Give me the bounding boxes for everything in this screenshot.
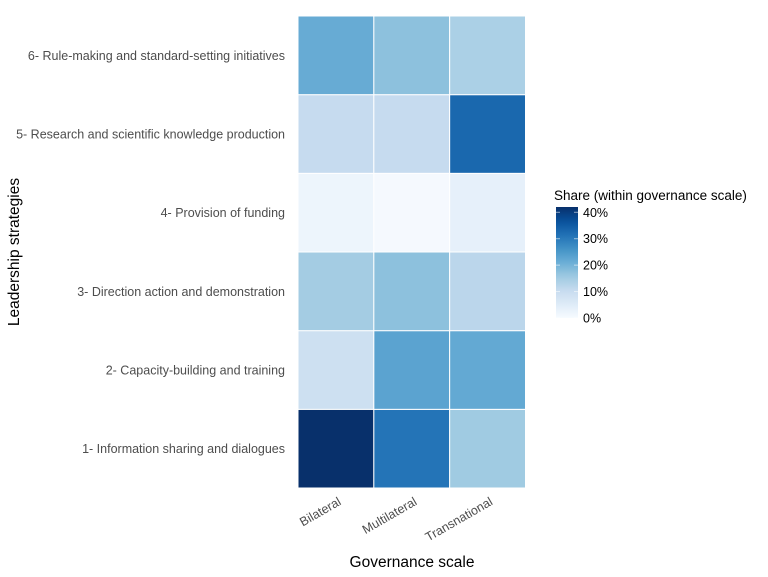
heatmap-tile [297,408,375,489]
y-tick-label: 3- Direction action and demonstration [77,285,285,299]
heatmap-tile [373,330,451,410]
heatmap-tile [449,408,526,489]
x-tick-label: Bilateral [297,494,343,529]
legend-label: 10% [583,285,608,299]
heatmap-tile [297,330,375,410]
heatmap-tile [297,172,375,253]
x-tick-label: Transnational [423,494,495,544]
legend-label: 40% [583,206,608,220]
heatmap-tile [373,408,451,489]
heatmap-tile [373,172,451,253]
heatmap-tile [297,15,375,96]
x-axis-tick-labels: Bilateral Multilateral Transnational [297,494,495,544]
heatmap-tile [373,251,451,332]
y-axis-title: Leadership strategies [6,178,23,326]
heatmap-tile [449,330,526,410]
legend-label: 0% [583,312,601,326]
heatmap-tile [297,94,375,174]
heatmap-tile [373,94,451,174]
legend-label: 20% [583,259,608,273]
y-tick-label: 5- Research and scientific knowledge pro… [16,128,285,142]
heatmap-tiles [297,15,526,489]
x-tick-label: Multilateral [360,494,419,536]
heatmap-tile [373,15,451,96]
heatmap-tile [449,251,526,332]
y-tick-label: 2- Capacity-building and training [106,364,285,378]
y-tick-label: 6- Rule-making and standard-setting init… [28,49,285,63]
legend-title: Share (within governance scale) [554,188,747,203]
legend-label: 30% [583,232,608,246]
legend-colorbar [556,207,578,318]
legend: Share (within governance scale) 0% 10% 20%… [554,188,747,326]
x-axis-title: Governance scale [350,554,475,571]
y-tick-label: 4- Provision of funding [161,206,285,220]
y-tick-label: 1- Information sharing and dialogues [82,442,285,456]
heatmap-tile [449,15,526,96]
heatmap-tile [297,251,375,332]
heatmap-tile [449,94,526,174]
legend-ticks: 0% 10% 20% 30% 40% [556,206,608,326]
y-axis-tick-labels: 1- Information sharing and dialogues 2- C… [16,49,285,456]
heatmap-tile [449,172,526,253]
